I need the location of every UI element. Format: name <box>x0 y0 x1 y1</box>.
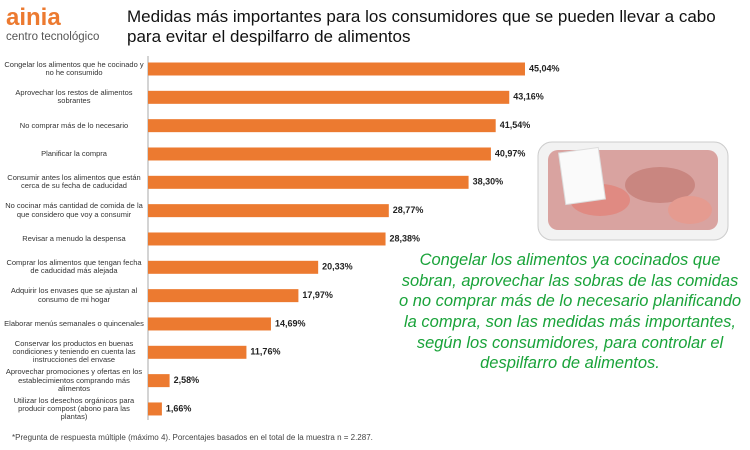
category-label: Aprovechar promociones y ofertas en los … <box>5 367 143 393</box>
category-label: Adquirir los envases que se ajustan al c… <box>10 286 138 304</box>
value-label: 41,54% <box>500 120 531 130</box>
category-label: Planificar la compra <box>41 148 107 158</box>
bar <box>148 402 162 416</box>
bar <box>148 345 247 359</box>
value-label: 20,33% <box>322 262 353 272</box>
bar <box>148 62 525 76</box>
bar <box>148 175 469 189</box>
category-label: Aprovechar los restos de alimentos sobra… <box>15 88 133 106</box>
logo-tagline: centro tecnológico <box>6 31 100 43</box>
value-label: 1,66% <box>166 403 192 413</box>
category-label: Elaborar menús semanales o quincenales <box>4 318 144 328</box>
product-image <box>537 141 729 241</box>
footnote: *Pregunta de respuesta múltiple (máximo … <box>12 433 373 442</box>
value-label: 2,58% <box>174 375 200 385</box>
category-label: Consumir antes los alimentos que están c… <box>7 173 141 191</box>
bar <box>148 204 389 218</box>
bar <box>148 119 496 133</box>
bar <box>148 147 491 161</box>
bar <box>148 260 319 274</box>
category-label: Revisar a menudo la despensa <box>22 233 126 243</box>
value-label: 17,97% <box>302 290 333 300</box>
value-label: 11,76% <box>250 347 280 357</box>
bar <box>148 317 271 331</box>
value-label: 28,77% <box>393 205 424 215</box>
chart-title: Medidas más importantes para los consumi… <box>127 7 716 46</box>
value-label: 28,38% <box>390 233 421 243</box>
value-label: 14,69% <box>275 318 306 328</box>
value-label: 40,97% <box>495 148 526 158</box>
category-label: Congelar los alimentos que he cocinado y… <box>4 59 144 77</box>
value-label: 38,30% <box>473 177 504 187</box>
category-label: No cocinar más cantidad de comida de la … <box>5 201 143 219</box>
category-label: No comprar más de lo necesario <box>19 120 129 130</box>
value-label: 43,16% <box>513 92 544 102</box>
bar <box>148 90 510 104</box>
bar <box>148 289 299 303</box>
bar <box>148 232 386 246</box>
category-label: Utilizar los desechos orgánicos para pro… <box>13 395 135 422</box>
logo-name: ainia <box>6 4 61 31</box>
bar <box>148 374 170 388</box>
category-label: Comprar los alimentos que tengan fecha d… <box>6 258 142 276</box>
value-label: 45,04% <box>529 63 560 73</box>
note: Congelar los alimentos ya cocinados que … <box>398 251 742 373</box>
category-label: Conservar los productos en buenas condic… <box>12 338 136 365</box>
